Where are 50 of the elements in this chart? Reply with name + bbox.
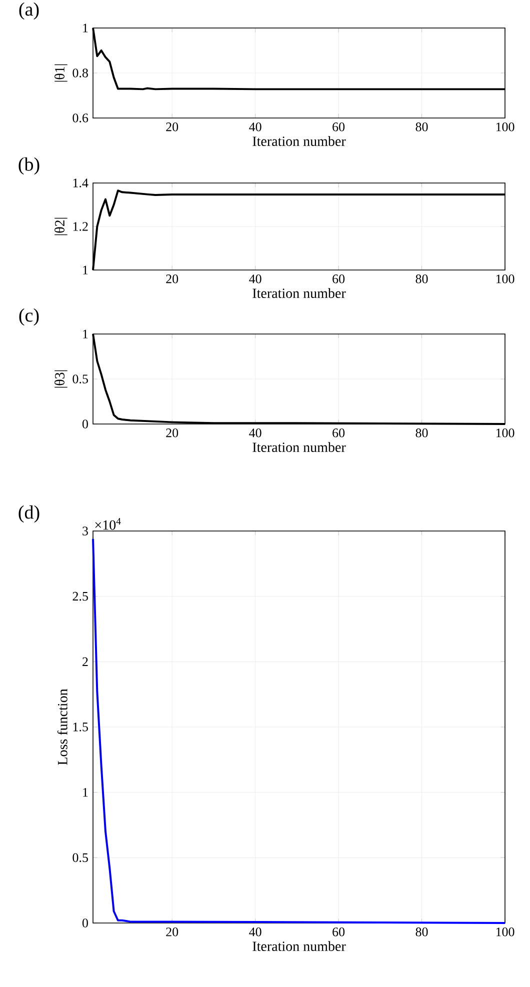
x-tick-label: 20 (166, 122, 178, 132)
x-tick-label: 80 (416, 122, 428, 132)
x-tick-label: 20 (166, 274, 178, 284)
y-tick-label: 1.2 (73, 222, 88, 231)
y-tick-label: 0.5 (72, 374, 88, 384)
x-tick-label: 40 (249, 928, 262, 936)
x-axis-title: Iteration number (252, 288, 346, 298)
y-tick-label: 2 (82, 657, 88, 666)
x-tick-label: 80 (416, 428, 428, 438)
chart-title: (c) (19, 308, 39, 326)
y-tick-label: 0.6 (72, 114, 88, 122)
x-axis-title: Iteration number (252, 941, 346, 952)
x-tick-label: 60 (332, 122, 345, 132)
x-axis-title: Iteration number (252, 136, 346, 146)
text: ×10$^{4}$ (95, 518, 121, 530)
x-tick-label: 20 (166, 928, 178, 936)
y-tick-label: 0.5 (72, 853, 88, 862)
y-axis-title: |θ2| (54, 218, 68, 236)
y-tick-label: 0 (82, 918, 88, 928)
x-tick-label: 100 (496, 428, 514, 438)
x-tick-label: 60 (332, 928, 345, 936)
x-tick-label: 60 (332, 274, 345, 284)
x-tick-label: 40 (249, 122, 262, 132)
y-tick-label: 1.5 (73, 722, 88, 732)
x-tick-label: 100 (496, 928, 514, 936)
y-tick-label: 1 (83, 266, 88, 274)
y-tick-label: 0 (82, 420, 88, 428)
x-axis-title: Iteration number (252, 442, 346, 452)
x-tick-label: 20 (166, 428, 178, 438)
x-tick-label: 40 (249, 274, 262, 284)
y-tick-label: 0.8 (72, 68, 88, 78)
x-tick-label: 100 (496, 274, 514, 284)
chart-title: (a) (19, 2, 39, 20)
x-tick-label: 80 (416, 928, 428, 936)
y-tick-label: 1.4 (73, 178, 88, 188)
y-tick-label: 1 (83, 24, 88, 32)
y-axis-title: Loss function (57, 688, 68, 765)
x-tick-label: 80 (416, 274, 428, 284)
y-tick-label: 3 (82, 526, 88, 536)
y-tick-label: 2.5 (72, 592, 88, 601)
y-axis-title: |θ1| (54, 64, 68, 82)
chart-title: (b) (18, 157, 40, 175)
x-tick-label: 100 (496, 122, 514, 132)
y-tick-label: 1 (83, 788, 88, 797)
x-tick-label: 60 (332, 428, 345, 438)
y-axis-title: |θ3| (54, 370, 68, 388)
y-tick-label: 1 (83, 330, 88, 338)
chart-title: (d) (18, 505, 40, 523)
x-tick-label: 40 (249, 428, 262, 438)
line-series (92, 538, 506, 924)
